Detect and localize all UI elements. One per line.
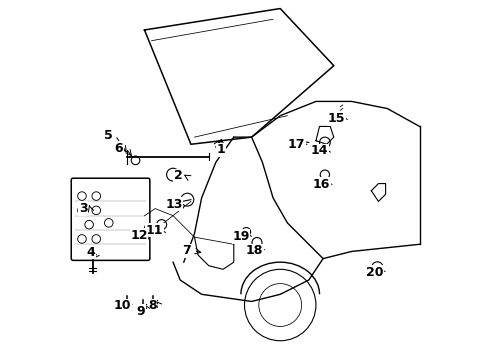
Text: 18: 18 bbox=[245, 244, 263, 257]
Text: 2: 2 bbox=[174, 169, 183, 182]
Text: 13: 13 bbox=[165, 198, 182, 211]
Text: 1: 1 bbox=[217, 143, 225, 156]
Text: 6: 6 bbox=[114, 142, 123, 155]
Text: 10: 10 bbox=[113, 299, 131, 312]
Text: 12: 12 bbox=[130, 229, 147, 242]
Text: 4: 4 bbox=[86, 246, 95, 258]
FancyBboxPatch shape bbox=[71, 178, 149, 260]
Text: 7: 7 bbox=[182, 244, 191, 257]
Text: 14: 14 bbox=[310, 144, 327, 157]
Text: 5: 5 bbox=[103, 129, 112, 142]
Text: 9: 9 bbox=[136, 305, 145, 318]
Text: 11: 11 bbox=[145, 224, 163, 237]
Text: 15: 15 bbox=[327, 112, 345, 125]
Text: 3: 3 bbox=[79, 202, 87, 215]
Text: 20: 20 bbox=[366, 266, 383, 279]
Text: 8: 8 bbox=[148, 299, 156, 312]
Text: 16: 16 bbox=[312, 178, 329, 191]
Text: 19: 19 bbox=[232, 230, 249, 243]
Text: 17: 17 bbox=[287, 138, 305, 151]
